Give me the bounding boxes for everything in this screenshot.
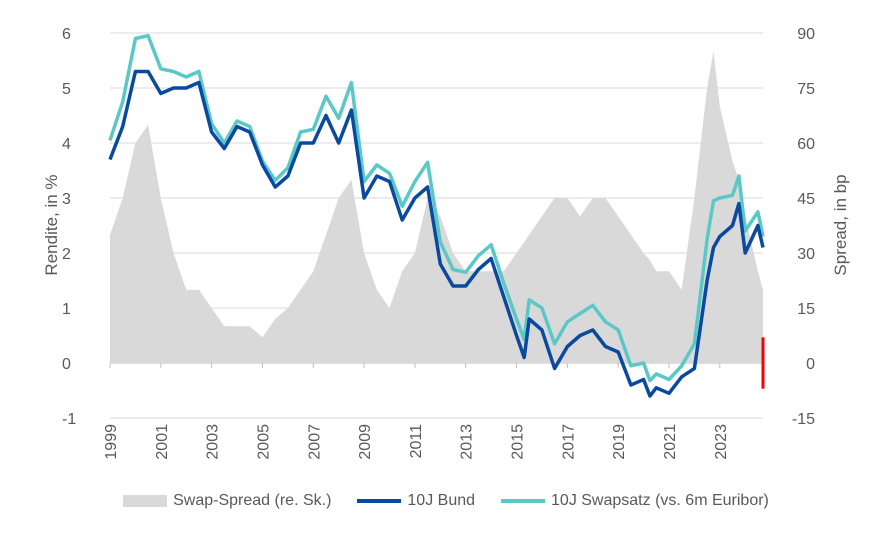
x-tick-label: 2009 bbox=[357, 424, 374, 460]
spread-area-layer bbox=[110, 51, 763, 364]
y-tick-label: 2 bbox=[62, 246, 71, 263]
y2-tick-label: -15 bbox=[792, 411, 815, 428]
x-tick-label: 1999 bbox=[103, 424, 120, 460]
y2-tick-label: 30 bbox=[797, 246, 815, 263]
y-tick-label: 4 bbox=[62, 136, 71, 153]
x-tick-label: 2023 bbox=[713, 424, 730, 460]
y2-tick-label: 90 bbox=[797, 26, 815, 43]
y-axis-label-right: Spread, in bp bbox=[831, 174, 850, 275]
line-layer bbox=[108, 33, 765, 398]
x-tick-label: 2015 bbox=[510, 424, 527, 460]
y2-tick-label: 15 bbox=[797, 301, 815, 318]
legend-item-swap: 10J Swapsatz (vs. 6m Euribor) bbox=[501, 492, 769, 510]
legend-label-spread: Swap-Spread (re. Sk.) bbox=[173, 492, 332, 509]
y2-tick-label: 60 bbox=[797, 136, 815, 153]
y-tick-label: -1 bbox=[62, 411, 76, 428]
legend-swatch-swap bbox=[501, 499, 546, 503]
x-tick-label: 2017 bbox=[560, 424, 577, 460]
x-tick-label: 2005 bbox=[255, 424, 272, 460]
y-tick-label: 5 bbox=[62, 81, 71, 98]
x-tick-label: 2001 bbox=[154, 424, 171, 460]
x-tick-label: 2007 bbox=[306, 424, 323, 460]
y-tick-label: 3 bbox=[62, 191, 71, 208]
x-tick-label: 2013 bbox=[459, 424, 476, 460]
legend-swatch-spread bbox=[123, 495, 168, 507]
y2-tick-label: 45 bbox=[797, 191, 815, 208]
y2-tick-label: 75 bbox=[797, 81, 815, 98]
spread-area bbox=[110, 51, 763, 364]
legend-label-bund: 10J Bund bbox=[407, 492, 476, 509]
y-tick-label: 0 bbox=[62, 356, 71, 373]
y-tick-label: 6 bbox=[62, 26, 71, 43]
y2-tick-label: 0 bbox=[806, 356, 815, 373]
legend-item-bund: 10J Bund bbox=[357, 492, 475, 510]
legend: Swap-Spread (re. Sk.) 10J Bund 10J Swaps… bbox=[0, 492, 892, 510]
y-axis-label-left: Rendite, in % bbox=[42, 174, 61, 275]
legend-item-spread: Swap-Spread (re. Sk.) bbox=[123, 492, 331, 510]
legend-label-swap: 10J Swapsatz (vs. 6m Euribor) bbox=[551, 492, 769, 509]
y-tick-label: 1 bbox=[62, 301, 71, 318]
x-tick-label: 2011 bbox=[408, 424, 425, 459]
legend-swatch-bund bbox=[357, 499, 402, 503]
x-tick-label: 2021 bbox=[662, 424, 679, 460]
x-tick-label: 2003 bbox=[205, 424, 222, 460]
x-tick-label: 2019 bbox=[611, 424, 628, 460]
